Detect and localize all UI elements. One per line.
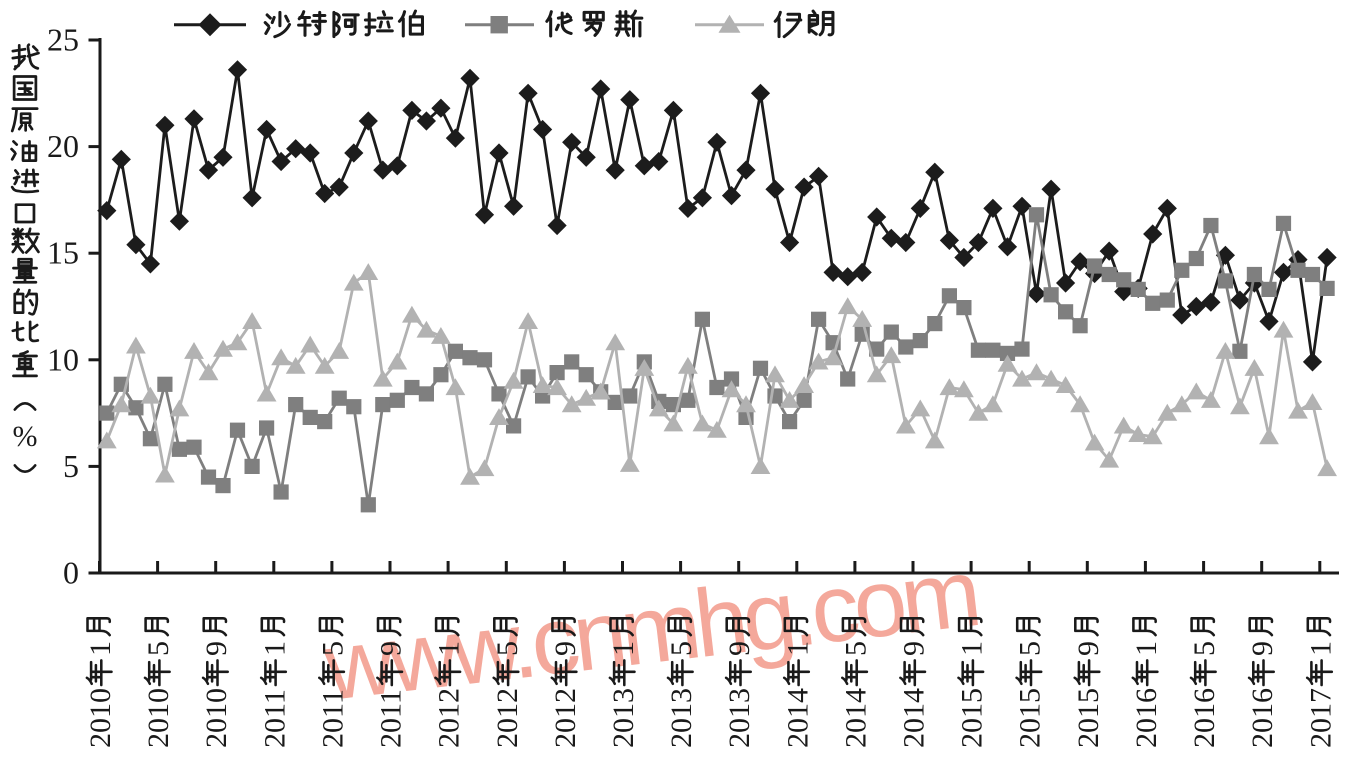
svg-text:1: 1 xyxy=(84,641,117,656)
svg-text:5: 5 xyxy=(142,641,175,656)
svg-text:0: 0 xyxy=(63,555,79,591)
svg-text:2010: 2010 xyxy=(142,688,175,748)
svg-text:1: 1 xyxy=(956,641,989,656)
svg-text:1: 1 xyxy=(607,641,640,656)
svg-text:9: 9 xyxy=(375,641,408,656)
svg-text:2011: 2011 xyxy=(316,689,349,748)
svg-text:2014: 2014 xyxy=(898,688,931,748)
svg-text:%: % xyxy=(13,420,38,453)
svg-text:1: 1 xyxy=(1304,641,1337,656)
svg-text:2014: 2014 xyxy=(839,688,872,748)
svg-text:2015: 2015 xyxy=(1072,688,1105,748)
svg-text:9: 9 xyxy=(898,641,931,656)
svg-text:2013: 2013 xyxy=(723,688,756,748)
svg-text:2011: 2011 xyxy=(375,689,408,748)
svg-text:2016: 2016 xyxy=(1130,688,1163,748)
svg-text:1: 1 xyxy=(781,641,814,656)
svg-text:2016: 2016 xyxy=(1188,688,1221,748)
svg-text:2012: 2012 xyxy=(433,688,466,748)
svg-text:5: 5 xyxy=(63,448,79,484)
svg-text:2013: 2013 xyxy=(607,688,640,748)
svg-text:2012: 2012 xyxy=(549,688,582,748)
svg-text:25: 25 xyxy=(47,22,79,58)
svg-text:5: 5 xyxy=(1188,641,1221,656)
svg-text:2010: 2010 xyxy=(84,688,117,748)
svg-text:1: 1 xyxy=(258,641,291,656)
svg-text:9: 9 xyxy=(1246,641,1279,656)
svg-text:1: 1 xyxy=(1130,641,1163,656)
svg-text:5: 5 xyxy=(665,641,698,656)
svg-text:5: 5 xyxy=(1014,641,1047,656)
svg-text:20: 20 xyxy=(47,128,79,164)
svg-text:2013: 2013 xyxy=(665,688,698,748)
svg-text:9: 9 xyxy=(549,641,582,656)
svg-text:5: 5 xyxy=(491,641,524,656)
svg-text:2011: 2011 xyxy=(258,689,291,748)
svg-text:5: 5 xyxy=(316,641,349,656)
svg-text:9: 9 xyxy=(200,641,233,656)
svg-text:2016: 2016 xyxy=(1246,688,1279,748)
svg-text:2015: 2015 xyxy=(956,688,989,748)
svg-text:9: 9 xyxy=(1072,641,1105,656)
svg-text:9: 9 xyxy=(723,641,756,656)
svg-text:2010: 2010 xyxy=(200,688,233,748)
svg-text:10: 10 xyxy=(47,341,79,377)
svg-text:2014: 2014 xyxy=(781,688,814,748)
svg-text:2012: 2012 xyxy=(491,688,524,748)
svg-text:5: 5 xyxy=(839,641,872,656)
svg-text:15: 15 xyxy=(47,235,79,271)
svg-text:2017: 2017 xyxy=(1304,688,1337,748)
svg-text:2015: 2015 xyxy=(1014,688,1047,748)
svg-text:1: 1 xyxy=(433,641,466,656)
